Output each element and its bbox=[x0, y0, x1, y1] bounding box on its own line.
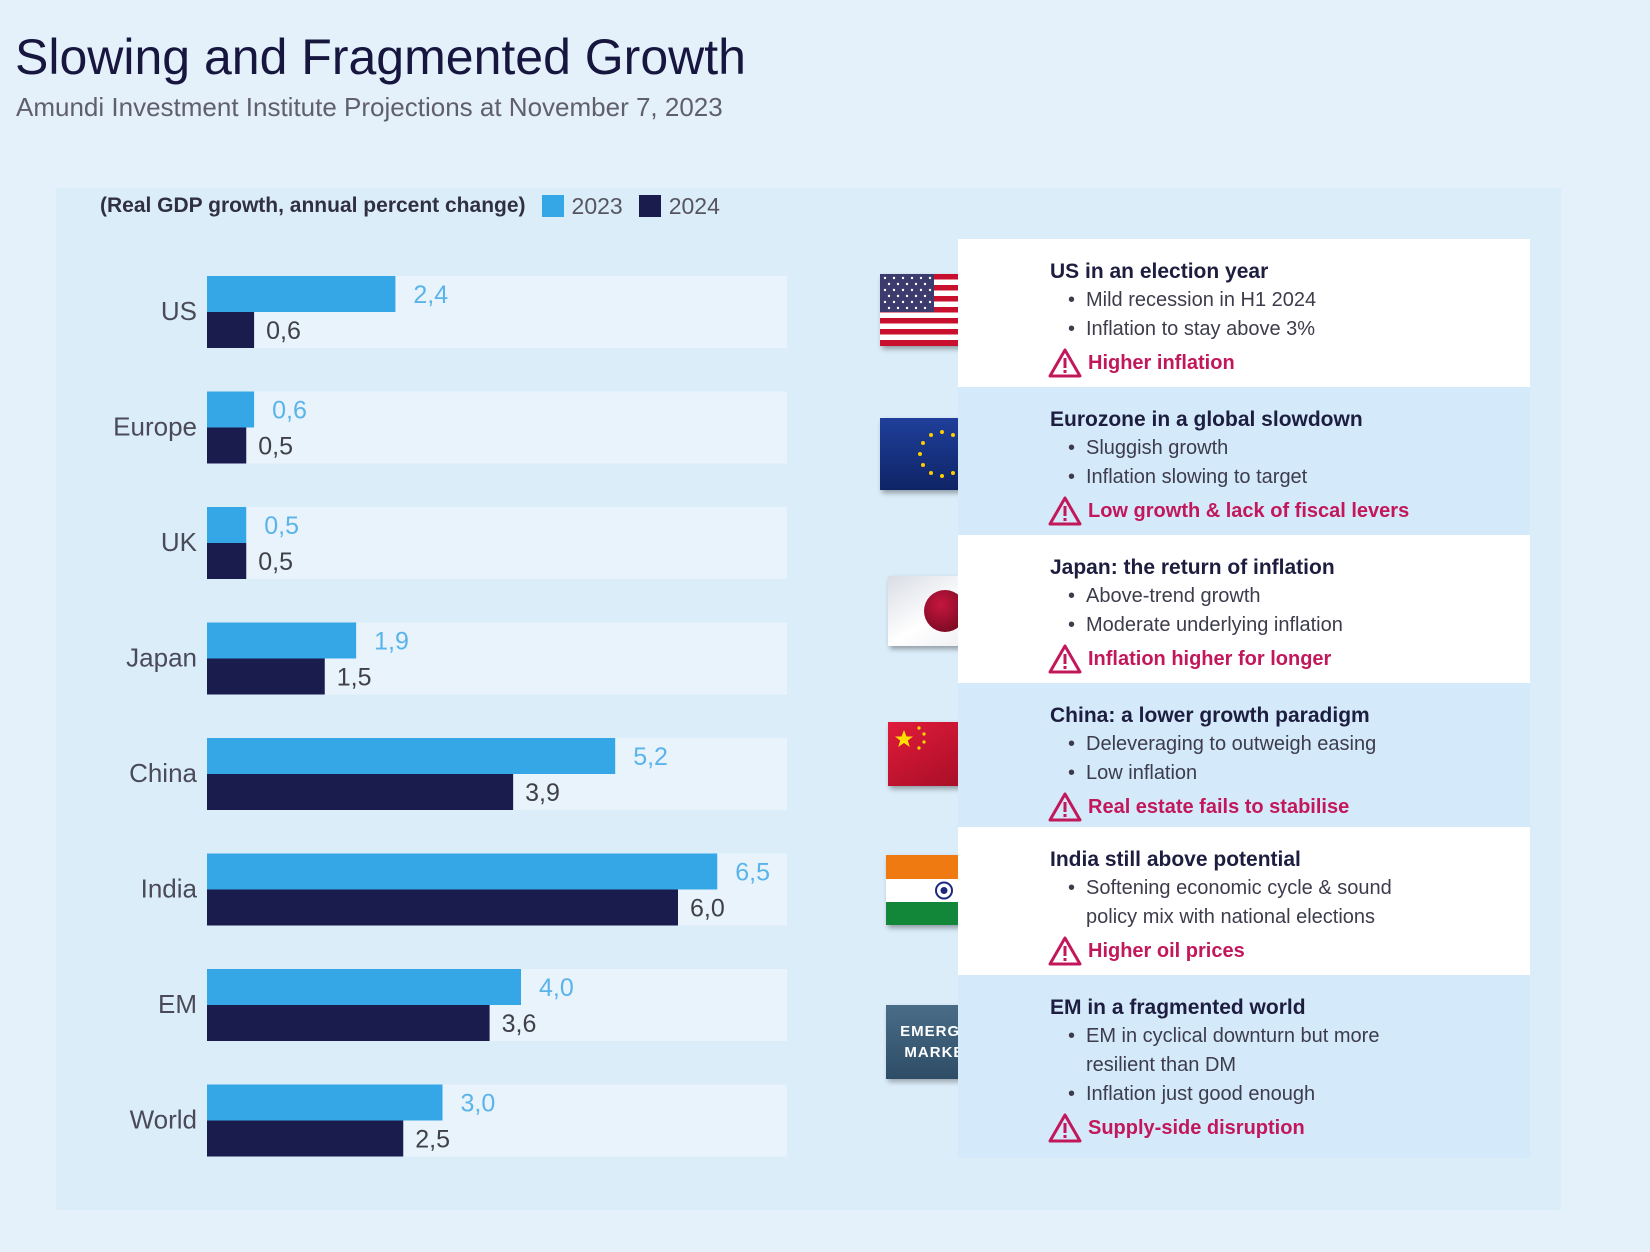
data-label-em-2024: 3,6 bbox=[502, 1010, 537, 1038]
card-title: China: a lower growth paradigm bbox=[1050, 704, 1370, 727]
card-title: Eurozone in a global slowdown bbox=[1050, 408, 1363, 431]
card-title: Japan: the return of inflation bbox=[1050, 556, 1335, 579]
risk-row: Inflation higher for longer bbox=[1048, 642, 1530, 676]
data-label-uk-2023: 0,5 bbox=[264, 512, 299, 540]
card-bullet: Mild recession in H1 2024 bbox=[1068, 286, 1530, 315]
card-bullet: Inflation to stay above 3% bbox=[1068, 315, 1530, 344]
risk-row: Higher inflation bbox=[1048, 346, 1530, 380]
warning-icon bbox=[1048, 792, 1082, 822]
risk-text: Supply-side disruption bbox=[1088, 1116, 1305, 1139]
data-label-us-2023: 2,4 bbox=[413, 281, 448, 309]
warning-icon bbox=[1048, 644, 1082, 674]
data-label-china-2023: 5,2 bbox=[633, 743, 668, 771]
card-bullet: Deleveraging to outweigh easing bbox=[1068, 730, 1530, 759]
risk-text: Higher inflation bbox=[1088, 351, 1235, 374]
category-label-china: China bbox=[129, 758, 197, 788]
data-label-europe-2023: 0,6 bbox=[272, 397, 307, 425]
category-label-uk: UK bbox=[161, 527, 198, 557]
data-label-india-2023: 6,5 bbox=[735, 859, 770, 887]
risk-row: Higher oil prices bbox=[1048, 934, 1530, 968]
risk-text: Higher oil prices bbox=[1088, 939, 1245, 962]
bar-uk-2024 bbox=[207, 543, 247, 579]
data-label-india-2024: 6,0 bbox=[690, 895, 725, 923]
card-bullet-continued: resilient than DM bbox=[1086, 1054, 1237, 1076]
card-bullet: Inflation just good enough bbox=[1068, 1080, 1530, 1109]
card-bullet: EM in cyclical downturn but more bbox=[1068, 1022, 1530, 1051]
row-band bbox=[207, 507, 787, 579]
category-label-india: India bbox=[141, 874, 198, 904]
em-card: EM in a fragmented world EM in cyclical … bbox=[958, 975, 1530, 1158]
warning-icon bbox=[1048, 936, 1082, 966]
warning-icon bbox=[1048, 1113, 1082, 1143]
page-title: Slowing and Fragmented Growth bbox=[15, 29, 746, 85]
bar-china-2023 bbox=[207, 738, 616, 774]
risk-row: Low growth & lack of fiscal levers bbox=[1048, 494, 1530, 528]
card-bullet: Softening economic cycle & sound bbox=[1068, 874, 1530, 903]
bar-india-2023 bbox=[207, 853, 718, 890]
data-label-china-2024: 3,9 bbox=[525, 779, 560, 807]
card-bullet: Low inflation bbox=[1068, 759, 1530, 788]
row-band bbox=[207, 391, 787, 464]
card-bullet: Above-trend growth bbox=[1068, 582, 1530, 611]
page-subtitle: Amundi Investment Institute Projections … bbox=[16, 92, 723, 122]
category-label-europe: Europe bbox=[113, 412, 197, 442]
data-label-uk-2024: 0,5 bbox=[258, 548, 293, 576]
japan-card: Japan: the return of inflation Above-tre… bbox=[958, 535, 1530, 683]
legend-swatch-2023 bbox=[541, 195, 564, 217]
bar-europe-2024 bbox=[207, 427, 247, 464]
data-label-japan-2024: 1,5 bbox=[337, 664, 372, 692]
legend-swatch-2024 bbox=[638, 195, 661, 217]
bar-world-2023 bbox=[207, 1084, 443, 1121]
category-label-us: US bbox=[161, 296, 197, 326]
category-label-world: World bbox=[130, 1105, 197, 1135]
risk-text: Inflation higher for longer bbox=[1088, 647, 1332, 670]
card-bullet: Moderate underlying inflation bbox=[1068, 611, 1530, 640]
card-title: US in an election year bbox=[1050, 260, 1269, 283]
bar-em-2024 bbox=[207, 1005, 490, 1041]
category-label-em: EM bbox=[158, 989, 197, 1019]
risk-row: Supply-side disruption bbox=[1048, 1111, 1530, 1145]
legend-label-2024: 2024 bbox=[668, 192, 720, 219]
card-bullet: Inflation slowing to target bbox=[1068, 463, 1530, 492]
bar-india-2024 bbox=[207, 889, 678, 926]
risk-text: Real estate fails to stabilise bbox=[1088, 795, 1350, 818]
bar-em-2023 bbox=[207, 969, 521, 1005]
card-title: India still above potential bbox=[1050, 848, 1301, 871]
bar-japan-2024 bbox=[207, 658, 325, 695]
data-label-world-2023: 3,0 bbox=[461, 1090, 496, 1118]
bar-world-2024 bbox=[207, 1120, 404, 1157]
chart-legend: (Real GDP growth, annual percent change)… bbox=[100, 193, 736, 219]
eurozone-card: Eurozone in a global slowdown Sluggish g… bbox=[958, 387, 1530, 535]
data-label-europe-2024: 0,5 bbox=[258, 433, 293, 461]
legend-label-2023: 2023 bbox=[571, 192, 623, 219]
bar-uk-2023 bbox=[207, 507, 247, 543]
bar-us-2023 bbox=[207, 276, 396, 312]
data-label-world-2024: 2,5 bbox=[415, 1126, 450, 1154]
chart-unit-note: (Real GDP growth, annual percent change) bbox=[100, 194, 526, 217]
bar-europe-2023 bbox=[207, 391, 255, 428]
us-card: US in an election year Mild recession in… bbox=[958, 239, 1530, 387]
warning-icon bbox=[1048, 496, 1082, 526]
warning-icon bbox=[1048, 348, 1082, 378]
card-bullet-continued: policy mix with national elections bbox=[1086, 906, 1376, 928]
bar-japan-2023 bbox=[207, 622, 357, 659]
risk-text: Low growth & lack of fiscal levers bbox=[1088, 499, 1410, 522]
us-flag-icon bbox=[880, 274, 1006, 346]
category-label-japan: Japan bbox=[126, 643, 197, 673]
card-bullet: Sluggish growth bbox=[1068, 434, 1530, 463]
card-title: EM in a fragmented world bbox=[1050, 996, 1306, 1019]
risk-row: Real estate fails to stabilise bbox=[1048, 790, 1530, 824]
data-label-japan-2023: 1,9 bbox=[374, 628, 409, 656]
data-label-em-2023: 4,0 bbox=[539, 974, 574, 1002]
india-card: India still above potential Softening ec… bbox=[958, 827, 1530, 975]
bar-china-2024 bbox=[207, 774, 514, 810]
bar-us-2024 bbox=[207, 312, 255, 348]
data-label-us-2024: 0,6 bbox=[266, 317, 301, 345]
china-card: China: a lower growth paradigm Deleverag… bbox=[958, 683, 1530, 827]
